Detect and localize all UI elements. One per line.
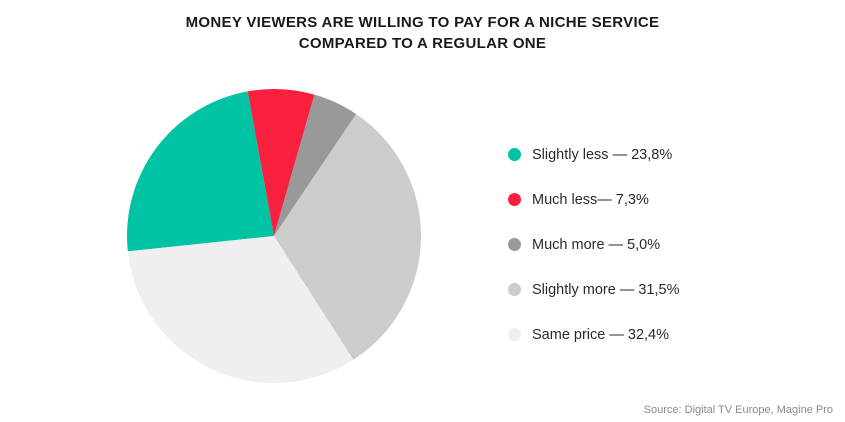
legend-item-same-price: Same price — 32,4% bbox=[508, 312, 679, 357]
legend-swatch-much-more bbox=[508, 238, 521, 251]
source-note: Source: Digital TV Europe, Magine Pro bbox=[643, 404, 833, 416]
legend-label-same-price: Same price — 32,4% bbox=[532, 326, 670, 343]
legend-item-much-less: Much less— 7,3% bbox=[508, 177, 679, 222]
chart-title-line-1: MONEY VIEWERS ARE WILLING TO PAY FOR A N… bbox=[185, 14, 660, 31]
legend-label-much-more: Much more — 5,0% bbox=[532, 236, 661, 253]
pie-slice-same-price bbox=[127, 236, 354, 384]
pie-slice-much-more bbox=[274, 94, 357, 236]
pie-slice-slightly-less bbox=[127, 91, 275, 252]
legend-swatch-much-less bbox=[508, 193, 521, 206]
legend-swatch-same-price bbox=[508, 328, 521, 341]
legend-swatch-slightly-less bbox=[508, 148, 521, 161]
chart-title: MONEY VIEWERS ARE WILLING TO PAY FOR A N… bbox=[0, 12, 845, 54]
legend-swatch-slightly-more bbox=[508, 283, 521, 296]
legend-label-slightly-less: Slightly less — 23,8% bbox=[532, 146, 673, 163]
pie-slice-slightly-more bbox=[274, 114, 422, 360]
legend-label-much-less: Much less— 7,3% bbox=[532, 191, 649, 208]
legend-item-much-more: Much more — 5,0% bbox=[508, 222, 679, 267]
pie-slice-much-less bbox=[247, 89, 315, 236]
legend-item-slightly-more: Slightly more — 31,5% bbox=[508, 267, 679, 312]
chart-legend: Slightly less — 23,8% Much less— 7,3% Mu… bbox=[508, 132, 679, 357]
legend-label-slightly-more: Slightly more — 31,5% bbox=[532, 281, 680, 298]
chart-title-line-2: COMPARED TO A REGULAR ONE bbox=[298, 35, 547, 52]
legend-item-slightly-less: Slightly less — 23,8% bbox=[508, 132, 679, 177]
